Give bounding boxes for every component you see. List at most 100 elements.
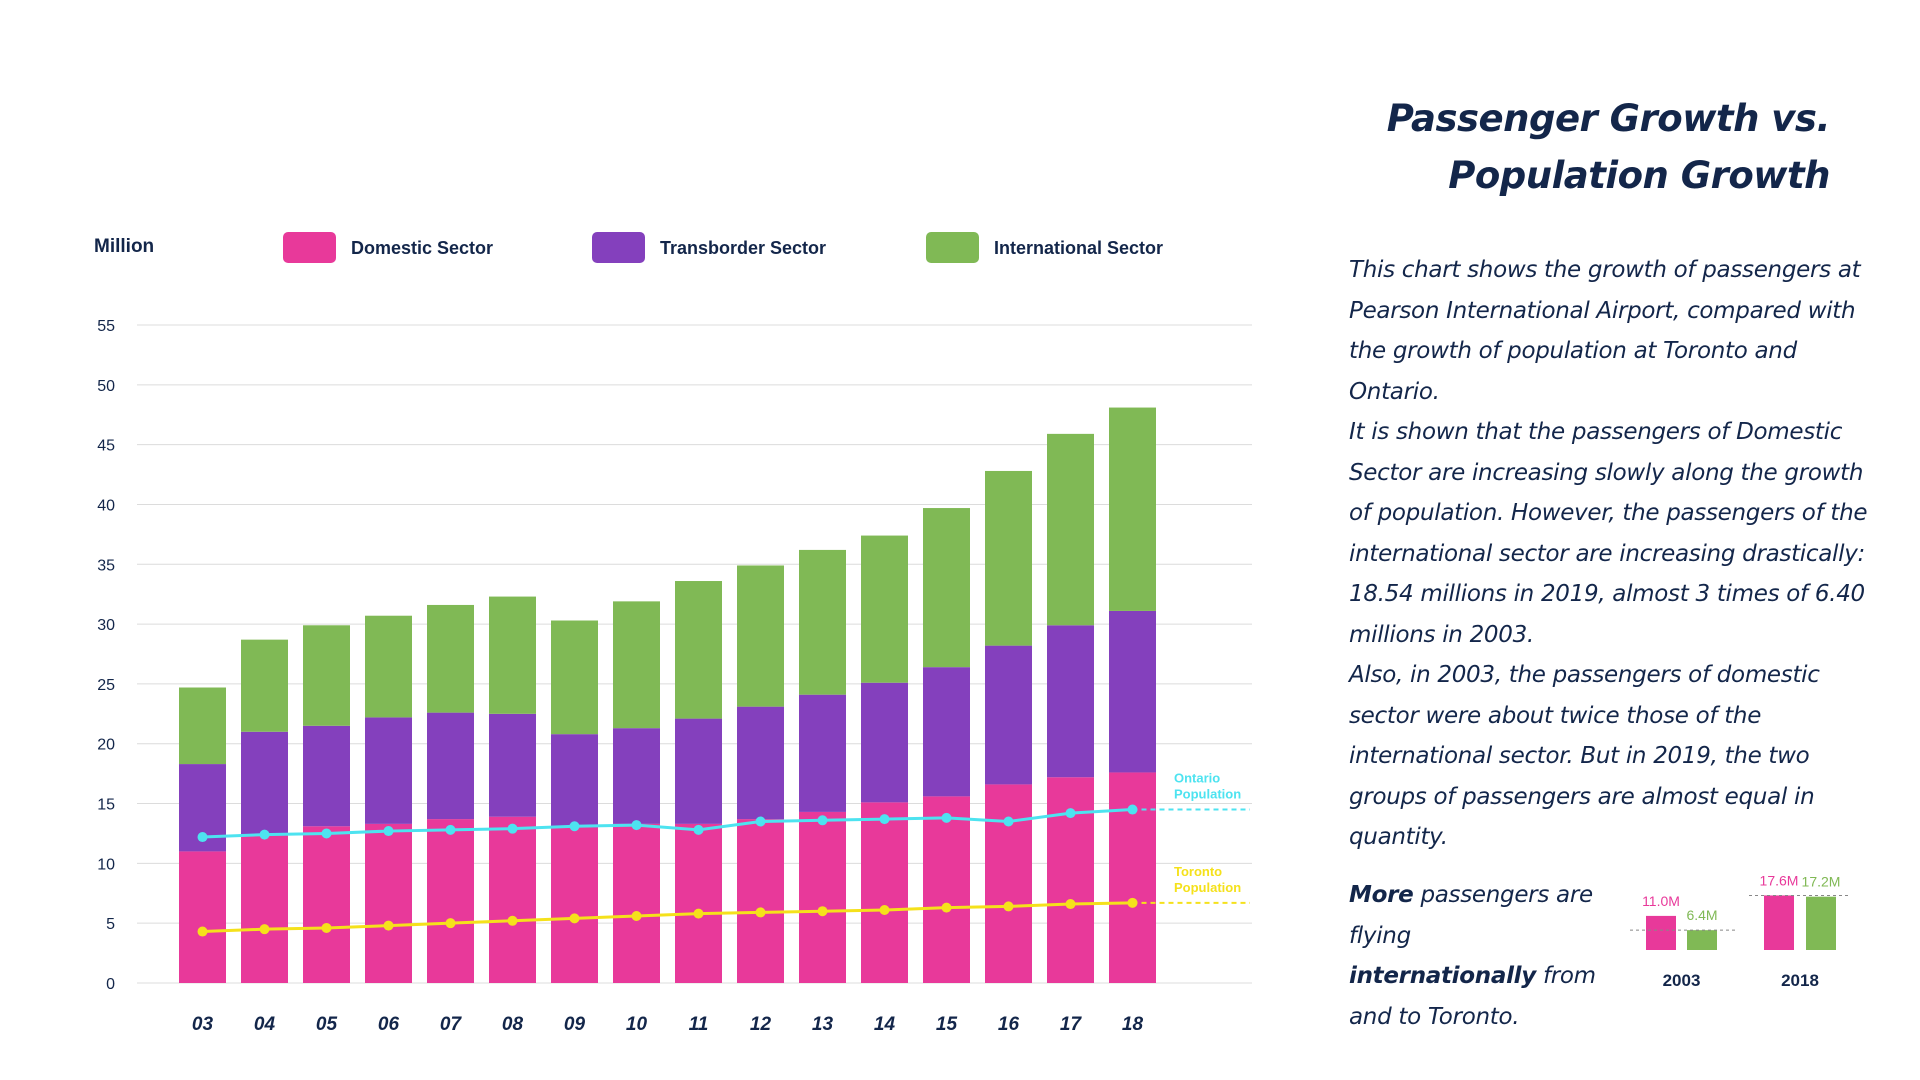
bar-segment (737, 706, 784, 820)
y-tick-label: 15 (97, 797, 115, 814)
bar-segment (799, 694, 846, 812)
bar-segment (861, 802, 908, 983)
legend-swatch (926, 232, 979, 263)
line-point (1065, 808, 1076, 819)
x-tick-label: 17 (1060, 1014, 1083, 1035)
x-tick-label: 10 (626, 1014, 648, 1035)
bar-segment (1109, 772, 1156, 983)
line-point (259, 829, 270, 840)
comparison-mini-chart: 11.0M 6.4M 2003 17.6M 17.2M 2018 (1630, 872, 1848, 990)
bar-segment (303, 826, 350, 983)
bar-segment (179, 687, 226, 765)
description-paragraph-3: Also, in 2003, the passengers of domesti… (1349, 662, 1820, 850)
bar-segment (675, 823, 722, 983)
bar-segment (613, 728, 660, 824)
legend-swatch (283, 232, 336, 263)
x-tick-label: 04 (254, 1014, 276, 1035)
bar-segment (241, 731, 288, 835)
bar-segment (427, 712, 474, 820)
panel-title: Passenger Growth vs. Population Growth (1130, 90, 1831, 204)
bar-segment (365, 615, 412, 718)
line-point (693, 908, 704, 919)
x-tick-label: 12 (750, 1014, 772, 1035)
line-point (445, 918, 456, 929)
bar-segment (923, 508, 970, 668)
line-point (631, 911, 642, 922)
bar-segment (1047, 777, 1094, 983)
legend-label: Domestic Sector (351, 238, 493, 258)
x-tick-label: 13 (812, 1014, 834, 1035)
mini-bar (1806, 896, 1836, 950)
bar-segment (179, 851, 226, 983)
line-point (879, 905, 890, 916)
bar-segment (365, 717, 412, 824)
line-point (507, 915, 518, 926)
bar-segment (923, 667, 970, 797)
bar-segment (551, 827, 598, 983)
panel-title-line-1: Passenger Growth vs. (1386, 97, 1831, 140)
bar-segment (1109, 610, 1156, 773)
bar-segment (1047, 433, 1094, 626)
legend-swatch (592, 232, 645, 263)
line-point (569, 821, 580, 832)
line-series (202, 901, 1133, 934)
x-tick-label: 03 (192, 1014, 214, 1035)
x-tick-label: 06 (378, 1014, 400, 1035)
x-tick-label: 18 (1122, 1014, 1144, 1035)
line-series (202, 808, 1133, 839)
bar-segment (551, 620, 598, 735)
line-point (817, 906, 828, 917)
mini-bar-label: 6.4M (1686, 907, 1717, 923)
line-point (1065, 899, 1076, 910)
bar-segment (427, 819, 474, 983)
line-point (383, 920, 394, 931)
legend-label: International Sector (994, 238, 1163, 258)
bar-segment (489, 713, 536, 817)
callout-bold-more: More (1349, 882, 1414, 908)
line-point (259, 924, 270, 935)
bar-segment (861, 682, 908, 803)
line-point (1003, 816, 1014, 827)
bar-segment (985, 645, 1032, 785)
bar-segment (303, 725, 350, 827)
bar-segment (923, 796, 970, 983)
line-point (321, 922, 332, 933)
bar-segment (489, 816, 536, 983)
line-point (941, 812, 952, 823)
x-tick-label: 07 (440, 1014, 463, 1035)
bar-segment (799, 811, 846, 983)
bar-segment (613, 601, 660, 729)
line-point (569, 913, 580, 924)
callout-bold-internationally: internationally (1349, 963, 1536, 989)
y-tick-label: 40 (97, 497, 115, 514)
line-label: Ontario (1174, 771, 1220, 786)
x-tick-label: 14 (874, 1014, 896, 1035)
x-tick-label: 09 (564, 1014, 586, 1035)
bar-segment (613, 823, 660, 983)
bar-segment (489, 596, 536, 714)
line-point (941, 902, 952, 913)
line-point (693, 824, 704, 835)
line-point (631, 820, 642, 831)
panel-title-line-2: Population Growth (1448, 154, 1830, 197)
description-paragraph-1: This chart shows the growth of passenger… (1349, 257, 1861, 405)
line-point (197, 926, 208, 937)
bar-segment (303, 625, 350, 726)
y-tick-label: 10 (97, 856, 115, 873)
line-point (755, 816, 766, 827)
bar-segment (799, 549, 846, 695)
bar-segment (985, 784, 1032, 983)
bar-segment (241, 834, 288, 983)
bar-segment (861, 535, 908, 683)
bar-segment (675, 718, 722, 824)
bar-segment (551, 734, 598, 828)
mini-x-label: 2018 (1781, 971, 1819, 990)
y-tick-label: 55 (97, 318, 115, 335)
y-tick-label: 35 (97, 557, 115, 574)
y-axis-label: Million (94, 236, 154, 257)
x-tick-label: 16 (998, 1014, 1020, 1035)
line-point (507, 823, 518, 834)
description: This chart shows the growth of passenger… (1349, 250, 1879, 858)
bar-segment (427, 604, 474, 713)
